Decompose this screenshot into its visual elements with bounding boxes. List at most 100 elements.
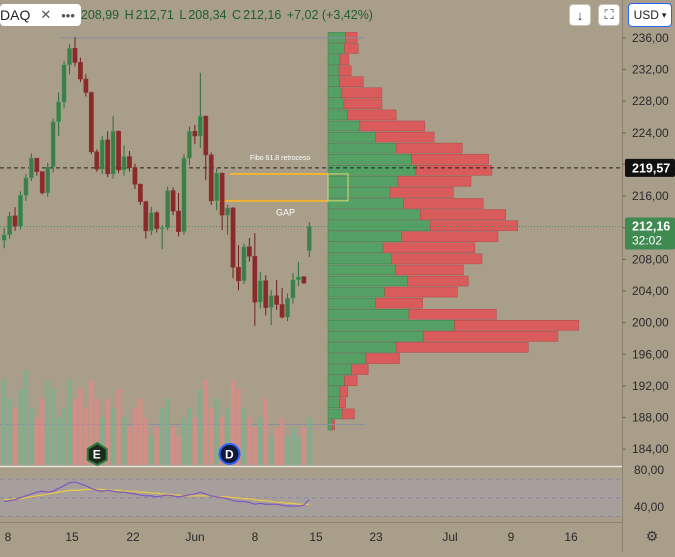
more-icon[interactable]: ••• [61,7,75,23]
vp-row-sell [415,165,493,176]
candle-body [170,190,176,212]
time-tick-label: Jul [442,530,457,544]
volume-bar [181,417,187,465]
vp-row-buy [327,342,397,353]
vp-row-sell [375,131,435,143]
vp-row-buy [327,397,340,409]
rsi-tick-label: 80,00 [634,463,664,477]
candle-body [301,276,307,284]
candle-body [143,201,149,232]
volume-bar [83,408,88,465]
dividend-event-marker [218,443,241,465]
candle-body [67,47,72,66]
vp-row-buy [327,308,410,320]
volume-bar [40,398,45,465]
candle-body [1,234,7,241]
candle-body [50,121,56,168]
vp-row-buy [327,120,361,132]
settings-icon[interactable]: ⚙ [645,528,659,544]
vp-row-buy [327,176,399,187]
vp-row-sell [430,220,518,231]
candle-body [268,295,274,308]
candle-body [165,190,170,228]
open-value: 208,99 [80,8,120,22]
earnings-event-letter: E [93,448,101,462]
volume-bar [61,408,67,465]
volume-bar [56,417,61,465]
volume-bar [2,379,7,465]
vp-row-buy [327,364,352,375]
candle-body [263,280,269,308]
arrow-down-icon[interactable]: ↓ [569,4,591,26]
volume-bar [34,417,39,465]
close-icon[interactable]: ✕ [40,7,52,22]
candle-body [241,246,247,281]
candle-body [208,154,214,202]
current-price-label: 212,16 [632,219,670,233]
vp-row-buy [327,65,340,76]
candle-body [290,279,296,299]
time-tick-label: 23 [369,530,383,544]
volume-bar [94,398,99,465]
candle-body [219,172,225,216]
vp-row-sell [420,209,506,220]
candle-body [39,171,45,194]
time-tick-label: Jun [185,530,204,544]
candle-body [296,276,301,281]
candle-body [29,157,34,179]
candle-body [132,167,138,185]
volume-bar [170,427,176,465]
vp-row-sell [422,331,559,342]
vp-row-buy [327,187,391,198]
price-tick-label: 224,00 [632,126,669,140]
gap-label: GAP [276,207,295,217]
dividend-event-letter: D [225,448,234,462]
volume-bar [127,427,132,465]
volume-bar [111,408,116,465]
fullscreen-icon[interactable]: ⛶ [598,4,620,26]
volume-bar [149,436,154,465]
currency-select[interactable]: USD ▾ [628,3,672,27]
time-tick-label: 8 [252,530,259,544]
vp-row-buy [327,242,384,254]
volume-bar [192,417,197,465]
price-tick-label: 200,00 [632,316,669,330]
price-tick-label: 208,00 [632,252,669,266]
candle-body [181,157,187,232]
vp-row-sell [382,242,476,254]
candle-body [23,177,29,196]
candle-body [257,280,263,303]
volume-bar [45,379,50,465]
candle-body [7,215,12,236]
candle-body [176,210,181,232]
rsi-line [3,481,310,507]
volume-bar [67,379,72,465]
candle-body [285,297,290,318]
candle-body [230,207,236,268]
candle-body [121,156,127,171]
candle-body [94,151,100,170]
vp-row-sell [344,43,359,54]
vp-row-buy [327,131,376,143]
candle-body [83,78,89,93]
vp-row-buy [327,231,402,242]
vp-row-sell [365,353,400,364]
current-price-badge [625,217,675,250]
vp-row-sell [343,98,383,110]
vp-row-sell [339,397,346,409]
vp-row-sell [407,275,469,287]
ohlc-values: 208,99 H 212,71 L 208,34 C 212,16 +7,02 (+3… [81,8,375,22]
symbol-box[interactable]: DAQ ✕ ••• [0,4,81,26]
candle-body [110,130,116,175]
vp-row-buy [327,220,431,231]
vp-row-sell [339,54,350,65]
close-value: 212,16 [243,8,282,22]
vp-row-sell [342,408,355,420]
rsi-band [0,479,622,517]
vp-row-buy [327,264,396,276]
candle-body [214,172,220,202]
vp-row-sell [411,153,489,165]
candle-body [138,183,143,202]
